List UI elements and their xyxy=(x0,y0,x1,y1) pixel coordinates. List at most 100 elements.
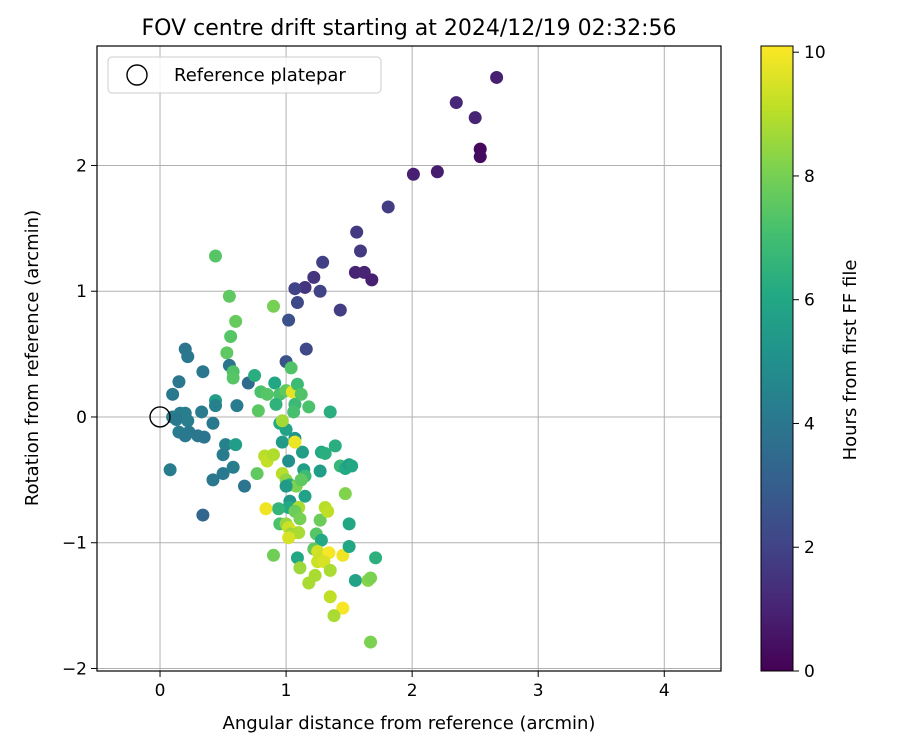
scatter-point xyxy=(169,412,183,426)
scatter-point xyxy=(364,635,378,649)
scatter-point xyxy=(196,365,210,379)
scatter-point xyxy=(298,489,312,503)
scatter-point xyxy=(216,448,230,462)
scatter-point xyxy=(328,439,342,453)
legend: Reference platepar xyxy=(107,56,382,94)
scatter-point xyxy=(163,463,177,477)
legend-entry-reference: Reference platepar xyxy=(174,65,346,86)
scatter-point xyxy=(226,371,240,385)
scatter-point xyxy=(350,225,364,239)
scatter-point xyxy=(353,244,367,258)
colorbar-label: Hours from first FF file xyxy=(840,260,861,461)
scatter-point xyxy=(266,299,280,313)
scatter-point xyxy=(181,350,195,364)
scatter-point xyxy=(323,590,337,604)
scatter-point xyxy=(222,289,236,303)
scatter-point xyxy=(216,467,230,481)
scatter-point xyxy=(226,460,240,474)
scatter-point xyxy=(318,446,332,460)
scatter-point xyxy=(323,405,337,419)
scatter-point xyxy=(313,284,327,298)
scatter-point xyxy=(266,448,280,462)
scatter-point xyxy=(206,416,220,430)
colorbar-gradient xyxy=(760,45,794,672)
scatter-point xyxy=(348,573,362,587)
colorbar: 0 2 4 6 8 10 Hours from first FF file xyxy=(760,43,861,682)
colorbar-ticks: 0 2 4 6 8 10 xyxy=(793,43,826,682)
scatter-point xyxy=(316,255,330,269)
scatter-point xyxy=(336,601,350,615)
scatter-point xyxy=(172,375,186,389)
scatter-point xyxy=(290,377,304,391)
colorbar-tick-label: 10 xyxy=(804,43,826,63)
scatter-point xyxy=(295,445,309,459)
scatter-point xyxy=(288,282,302,296)
x-tick-label: 4 xyxy=(659,681,670,701)
data-points xyxy=(163,70,504,649)
scatter-point xyxy=(287,405,301,419)
scatter-point xyxy=(260,387,274,401)
scatter-point xyxy=(302,400,316,414)
scatter-point xyxy=(259,502,273,516)
x-tick-label: 1 xyxy=(281,681,292,701)
scatter-point xyxy=(195,405,209,419)
scatter-point xyxy=(206,473,220,487)
x-axis: 0 1 2 3 4 xyxy=(155,671,670,701)
scatter-point xyxy=(275,435,289,449)
x-axis-label: Angular distance from reference (arcmin) xyxy=(223,713,596,734)
legend-box xyxy=(107,56,382,94)
scatter-point xyxy=(381,200,395,214)
x-tick-label: 3 xyxy=(533,681,544,701)
scatter-point xyxy=(251,404,265,418)
scatter-point xyxy=(290,551,304,565)
scatter-point xyxy=(272,502,286,516)
y-tick-label: −1 xyxy=(62,534,87,554)
scatter-point xyxy=(298,280,312,294)
scatter-point xyxy=(229,314,243,328)
reference-point-marker xyxy=(149,406,171,428)
scatter-point xyxy=(468,111,482,125)
x-tick-label: 0 xyxy=(155,681,166,701)
colorbar-tick-label: 8 xyxy=(804,167,815,187)
scatter-point xyxy=(294,473,308,487)
scatter-point xyxy=(365,273,379,287)
scatter-point xyxy=(323,563,337,577)
scatter-point xyxy=(293,561,307,575)
scatter-point xyxy=(369,551,383,565)
scatter-point xyxy=(406,167,420,181)
scatter-point xyxy=(282,313,296,327)
colorbar-tick-label: 4 xyxy=(804,414,815,434)
legend-reference-icon xyxy=(126,64,148,86)
scatter-point xyxy=(279,479,293,493)
scatter-point xyxy=(290,296,304,310)
chart-title: FOV centre drift starting at 2024/12/19 … xyxy=(142,16,677,41)
scatter-point xyxy=(313,513,327,527)
scatter-point xyxy=(292,526,306,540)
scatter-point xyxy=(248,368,262,382)
scatter-point xyxy=(449,96,463,110)
y-tick-label: 2 xyxy=(76,156,87,176)
scatter-point xyxy=(208,399,222,413)
y-tick-label: 0 xyxy=(76,408,87,428)
scatter-point xyxy=(288,435,302,449)
scatter-point xyxy=(181,414,195,428)
scatter-point xyxy=(473,150,487,164)
scatter-point xyxy=(342,540,356,554)
scatter-point xyxy=(282,454,296,468)
scatter-point xyxy=(294,387,308,401)
y-axis: −2 −1 0 1 2 xyxy=(62,156,97,679)
scatter-point xyxy=(490,70,504,84)
plot-frame xyxy=(96,45,722,672)
scatter-point xyxy=(302,576,316,590)
scatter-point xyxy=(299,342,313,356)
scatter-point xyxy=(250,467,264,481)
scatter-point xyxy=(269,397,283,411)
scatter-point xyxy=(166,387,180,401)
scatter-point xyxy=(220,346,234,360)
scatter-point xyxy=(314,533,328,547)
scatter-point xyxy=(345,459,359,473)
scatter-point xyxy=(282,531,296,545)
scatter-point xyxy=(229,438,243,452)
scatter-point xyxy=(430,165,444,179)
